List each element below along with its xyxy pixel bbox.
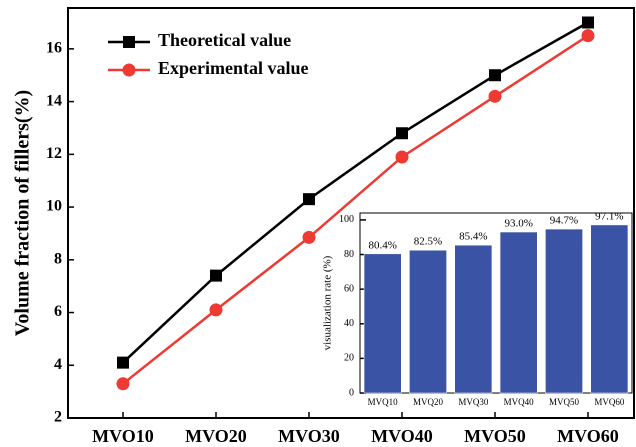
point	[117, 356, 129, 369]
x-tick-label: MVQ50	[549, 397, 580, 407]
legend-label: Theoretical value	[158, 30, 291, 50]
point	[396, 127, 408, 140]
plot-frame	[359, 212, 633, 394]
y-tick-label: 20	[344, 353, 354, 364]
point	[488, 89, 502, 103]
y-tick-label: 0	[349, 387, 354, 398]
x-tick-label: MVQ30	[458, 397, 489, 407]
y-tick-label: 2	[54, 409, 62, 426]
point	[582, 16, 594, 29]
bar	[363, 253, 402, 394]
y-tick-label: 12	[46, 145, 62, 162]
y-tick-label: 16	[46, 40, 62, 57]
bar	[590, 224, 629, 394]
x-tick-label: MVQ60	[594, 397, 625, 407]
y-axis-label: visualization rate (%)	[322, 255, 334, 350]
point	[209, 303, 223, 317]
value-label: 94.7%	[550, 215, 578, 227]
x-tick-label: MVO30	[278, 426, 340, 446]
y-axis-label: Volume fraction of fillers(%)	[12, 90, 34, 336]
y-tick-label: 60	[344, 283, 354, 294]
y-tick-label: 10	[46, 198, 62, 215]
value-label: 85.4%	[459, 231, 487, 243]
x-tick-label: MVO10	[92, 426, 154, 446]
legend-label: Experimental value	[158, 58, 309, 78]
x-tick-label: MVQ40	[504, 397, 535, 407]
value-label: 80.4%	[368, 239, 396, 251]
y-tick-label: 100	[339, 214, 354, 225]
point	[302, 230, 316, 244]
y-tick-label: 14	[46, 92, 62, 109]
x-tick-label: MVO20	[185, 426, 247, 446]
y-tick-label: 4	[54, 356, 62, 373]
x-tick-label: MVO50	[464, 426, 526, 446]
value-label: 93.0%	[504, 218, 532, 230]
legend-marker	[123, 36, 135, 48]
x-tick-label: MVQ20	[413, 397, 444, 407]
x-tick-label: MVO60	[557, 426, 619, 446]
point	[395, 150, 409, 164]
bar	[409, 249, 447, 394]
x-tick-label: MVQ10	[368, 397, 399, 407]
value-label: 82.5%	[414, 236, 442, 248]
y-tick-label: 40	[344, 318, 354, 329]
legend-marker	[122, 63, 136, 77]
x-tick-label: MVO40	[371, 426, 433, 446]
series-line	[122, 21, 589, 364]
point	[581, 29, 595, 43]
y-tick-label: 80	[344, 249, 354, 260]
bar	[499, 231, 538, 394]
point	[489, 69, 501, 82]
value-label: 97.1%	[595, 210, 623, 222]
plot-frame	[67, 7, 635, 419]
point	[303, 193, 315, 206]
point	[210, 269, 222, 282]
y-tick-label: 6	[54, 303, 62, 320]
y-tick-label: 8	[54, 250, 62, 267]
bar	[545, 228, 583, 394]
point	[116, 377, 130, 391]
bar	[454, 244, 493, 394]
series-line	[122, 34, 589, 385]
